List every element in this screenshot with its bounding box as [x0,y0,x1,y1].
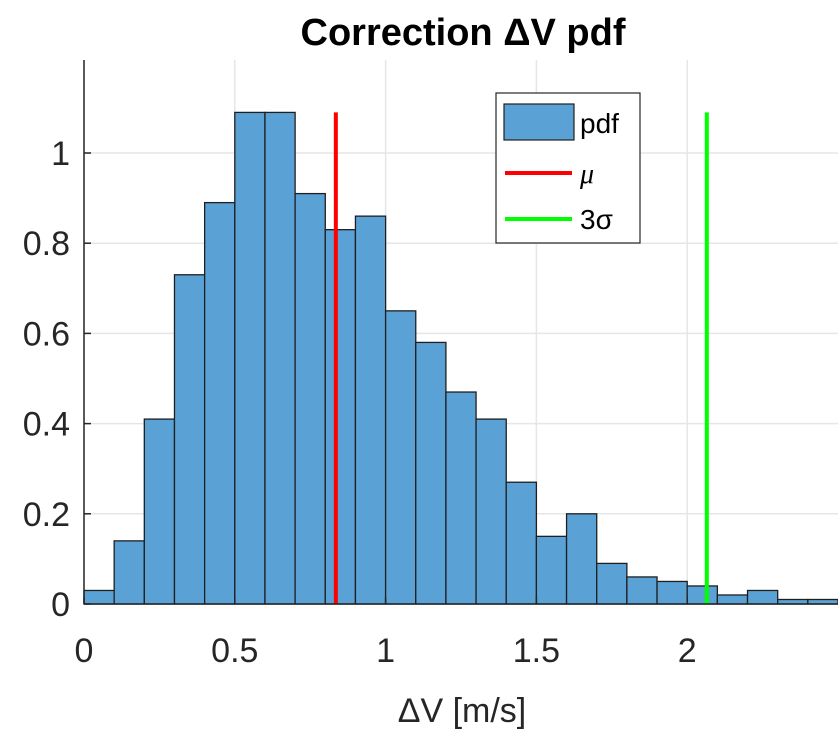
histogram-bar [475,418,507,605]
legend-swatch-pdf [503,103,575,141]
x-tick-labels: 0 0.5 1 1.5 2 [75,632,697,670]
chart-title: Correction ΔV pdf [301,12,626,54]
histogram-bar [354,215,387,605]
y-tick-label: 0.6 [23,315,70,353]
histogram-bar [264,111,296,605]
histogram-bar [626,576,658,605]
x-axis-label: ΔV [m/s] [398,692,527,730]
y-tick-label: 0.2 [23,496,70,534]
axes [83,60,838,605]
histogram-bar [173,274,206,605]
histogram-bar [746,589,779,605]
y-tick-label: 1 [51,135,70,173]
legend-label-pdf: pdf [580,108,619,139]
y-tick-labels: 0 0.2 0.4 0.6 0.8 1 [23,135,70,624]
y-tick-label: 0.8 [23,225,70,263]
histogram-bar [294,192,326,605]
histogram-bar [565,513,598,605]
legend-label-mu: μ [579,159,594,190]
y-tick-label: 0.4 [23,406,70,444]
legend: pdf μ 3σ [495,92,641,244]
histogram-bar [656,580,688,605]
legend-label-3sigma: 3σ [580,204,613,235]
marker-lines [333,112,709,604]
y-tick-label: 0 [51,586,70,624]
histogram-bar [445,391,477,605]
histogram-bar [716,594,749,605]
histogram-bar [83,589,115,605]
histogram-bar [203,201,236,605]
histogram-bar [505,481,538,605]
histogram-bar [234,111,266,605]
histogram-bar [113,540,145,605]
histogram-bar [324,229,357,605]
histogram-bars [83,111,838,605]
histogram-bar [596,562,628,605]
x-tick-label: 0 [75,632,94,670]
x-tick-label: 0.5 [211,632,258,670]
histogram-bar [686,585,719,605]
histogram-bar [535,535,568,605]
histogram-bar [384,310,417,605]
histogram-bar [415,341,447,605]
x-tick-label: 1 [376,632,395,670]
histogram-bar [143,418,176,605]
x-tick-label: 2 [678,632,697,670]
x-tick-label: 1.5 [513,632,560,670]
